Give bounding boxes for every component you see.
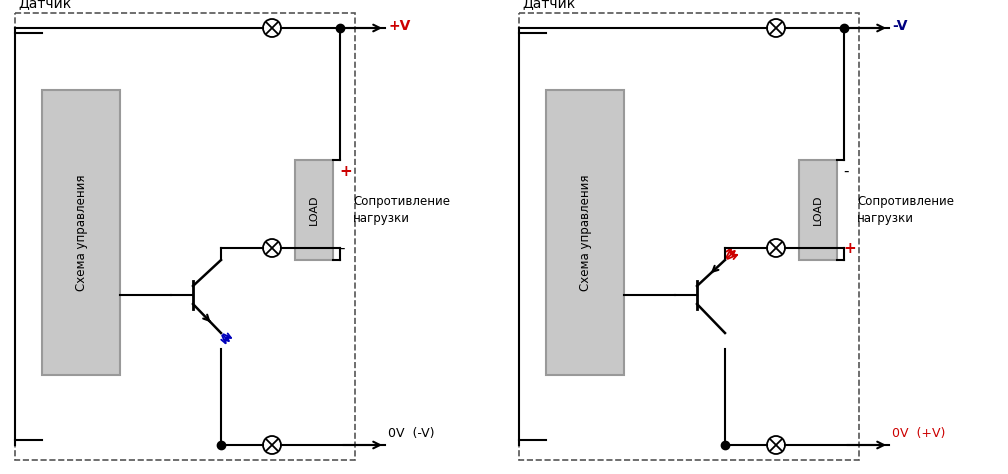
Text: LOAD: LOAD	[813, 195, 823, 225]
Text: +V: +V	[388, 19, 410, 33]
Text: +: +	[843, 241, 856, 256]
Text: Схема управления: Схема управления	[579, 174, 592, 291]
Text: LOAD: LOAD	[309, 195, 319, 225]
Text: +: +	[339, 164, 352, 179]
Bar	[15, 13, 355, 460]
Bar	[799, 160, 837, 260]
Text: 0V  (+V): 0V (+V)	[892, 427, 946, 439]
Text: Сопротивление
нагрузки: Сопротивление нагрузки	[353, 195, 450, 225]
Text: Схема управления: Схема управления	[75, 174, 88, 291]
Text: Сопротивление
нагрузки: Сопротивление нагрузки	[857, 195, 954, 225]
Bar	[519, 13, 859, 460]
Bar	[295, 160, 333, 260]
Bar	[42, 90, 120, 375]
Text: -: -	[843, 164, 849, 179]
Bar	[546, 90, 624, 375]
Text: 0V  (-V): 0V (-V)	[388, 427, 434, 439]
Text: -: -	[339, 241, 345, 256]
Text: -V: -V	[892, 19, 907, 33]
Text: Датчик: Датчик	[522, 0, 576, 10]
Text: Датчик: Датчик	[18, 0, 72, 10]
